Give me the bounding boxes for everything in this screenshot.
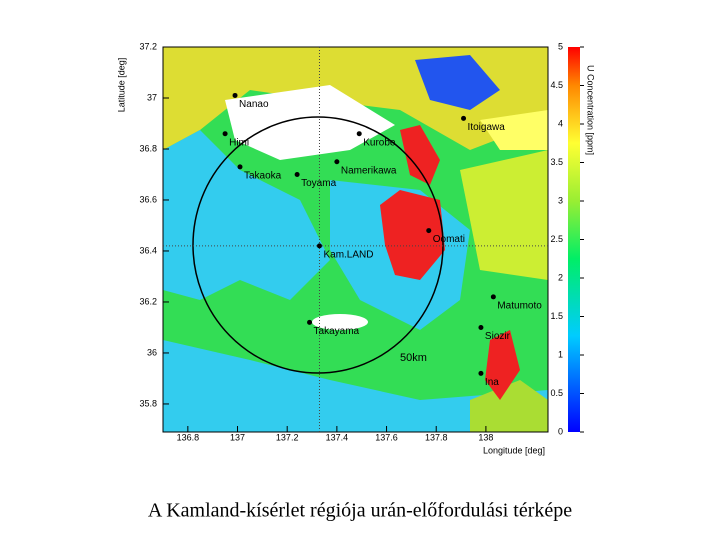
city-marker [222,131,228,137]
colorbar-tick-label: 2.5 [550,234,563,244]
colorbar [568,47,580,432]
y-tick-label: 36.8 [139,143,157,153]
x-tick-label: 137.2 [276,432,299,442]
radius-circle [192,116,444,374]
x-tick-label: 136.8 [177,432,200,442]
colorbar-tick-label: 4 [558,118,563,128]
city-marker [334,159,340,165]
city-marker [490,294,496,300]
city-label: Nanao [239,99,269,110]
city-label: Kam.LAND [323,250,373,261]
x-tick-label: 137.8 [425,432,448,442]
city-marker [426,228,432,234]
y-tick-label: 37 [147,92,157,102]
colorbar-tick-label: 2 [558,272,563,282]
x-tick-label: 137 [230,432,245,442]
city-marker [237,164,243,170]
colorbar-tick-label: 4.5 [550,80,563,90]
city-label: Takaoka [244,170,282,181]
city-label: Namerikawa [341,165,397,176]
x-tick-label: 138 [478,432,493,442]
city-label: Matumoto [497,301,542,312]
radius-label: 50km [400,352,427,364]
y-tick-label: 35.8 [139,398,157,408]
city-label: Siozir [485,331,511,342]
x-tick-label: 137.6 [375,432,398,442]
x-tick-label: 137.4 [326,432,349,442]
city-label: Itoigawa [468,122,506,133]
city-marker [356,131,362,137]
colorbar-label: U Concentration [ppm] [586,65,596,155]
city-marker [232,92,238,98]
city-marker [461,115,467,121]
colorbar-tick-label: 3.5 [550,157,563,167]
city-marker [478,370,484,376]
caption: A Kamland-kísérlet régiója urán-előfordu… [148,500,572,522]
city-marker [478,324,484,330]
city-marker [307,319,313,325]
plot-frame [162,46,549,433]
y-tick-label: 36 [147,347,157,357]
y-tick-label: 37.2 [139,41,157,51]
city-label: Himi [229,137,249,148]
city-label: Oomati [433,234,465,245]
city-marker [316,243,322,249]
y-tick-label: 36.2 [139,296,157,306]
y-tick-label: 36.4 [139,245,157,255]
colorbar-tick-label: 3 [558,195,563,205]
concentration-map [163,47,548,432]
colorbar-tick-label: 1 [558,349,563,359]
city-label: Kurobe [363,137,396,148]
y-tick-label: 36.6 [139,194,157,204]
city-label: Ina [485,377,499,388]
colorbar-tick-label: 1.5 [550,311,563,321]
y-axis-label: Latitude [deg] [116,58,126,113]
x-axis-label: Longitude [deg] [483,445,545,455]
city-label: Toyama [301,178,336,189]
colorbar-tick-label: 0.5 [550,388,563,398]
colorbar-tick-label: 0 [558,426,563,436]
city-label: Takayama [314,326,360,337]
colorbar-tick-label: 5 [558,41,563,51]
city-marker [294,171,300,177]
